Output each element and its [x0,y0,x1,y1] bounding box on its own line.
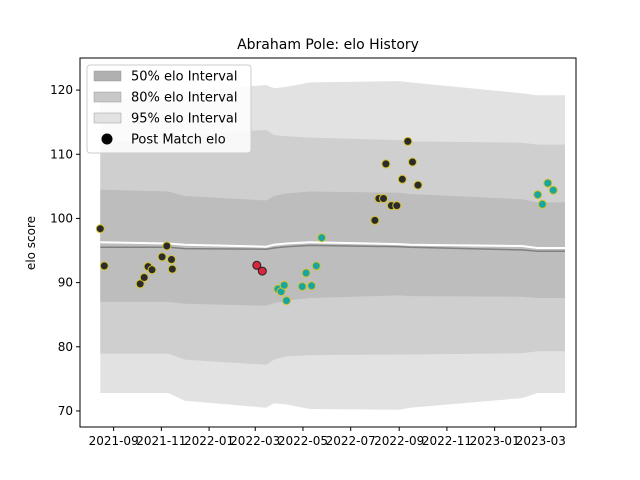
elo-point [392,201,402,211]
elo-point [307,281,317,291]
legend-swatch [93,112,122,124]
elo-point [157,252,167,262]
elo-point [301,268,311,278]
elo-point [257,266,267,276]
legend-label: 95% elo Interval [131,112,238,127]
elo-point [139,273,149,282]
x-axis: 2021-092021-112022-012022-032022-052022-… [89,427,566,448]
elo-point [408,157,417,167]
legend-marker [101,133,113,145]
elo-point [311,261,321,271]
x-tick-label: 2022-05 [278,434,328,448]
elo-point [543,178,553,188]
elo-point [548,185,558,195]
elo-point [162,241,172,251]
elo-point [533,190,543,200]
y-tick-label: 110 [50,147,73,161]
plot-frame [79,57,577,428]
legend: 50% elo Interval 80% elo Interval 95% elo … [86,64,252,154]
x-tick-label: 2023-01 [470,434,520,448]
elo-point [537,199,547,209]
legend-swatch [93,70,122,82]
elo-point [167,264,177,274]
band-50 [100,189,566,306]
elo-point [282,296,291,306]
elo-point [147,265,157,275]
upper-trend-line [100,241,565,249]
elo-point [397,174,407,184]
elo-point [413,180,423,190]
y-tick-label: 70 [58,404,73,418]
y-tick-label: 120 [50,83,73,97]
legend-box [86,64,252,154]
y-axis-label: elo score [24,216,38,270]
elo-point [167,255,176,264]
x-tick-label: 2022-09 [374,434,424,448]
elo-point [95,224,105,234]
legend-swatch [93,91,122,103]
elo-point [379,194,388,203]
x-tick-label: 2022-01 [184,434,234,448]
chart-title: Abraham Pole: elo History [237,37,419,53]
x-tick-label: 2023-03 [516,434,566,448]
x-tick-label: 2022-07 [326,434,376,448]
elo-point [252,260,262,270]
x-tick-label: 2021-11 [136,434,186,448]
post-match-points [95,136,558,306]
elo-point [135,279,145,289]
legend-label: Post Match elo [131,133,226,148]
elo-point [370,215,380,225]
y-tick-label: 100 [50,211,73,225]
y-axis: 70 80 90 100 110 120 [50,83,80,418]
mean-lines [100,241,565,252]
elo-point [99,261,109,271]
legend-label: 80% elo Interval [131,91,238,106]
elo-point [317,233,327,243]
legend-label: 50% elo Interval [131,70,238,85]
y-tick-label: 90 [58,276,73,290]
x-tick-label: 2021-09 [89,434,139,448]
x-tick-label: 2022-03 [230,434,280,448]
elo-point [403,136,413,146]
y-tick-label: 80 [58,340,73,354]
elo-point [381,159,391,169]
x-tick-label: 2022-11 [422,434,472,448]
elo-point [279,280,289,290]
mean-elo-line [100,244,565,252]
elo-point [297,282,307,291]
